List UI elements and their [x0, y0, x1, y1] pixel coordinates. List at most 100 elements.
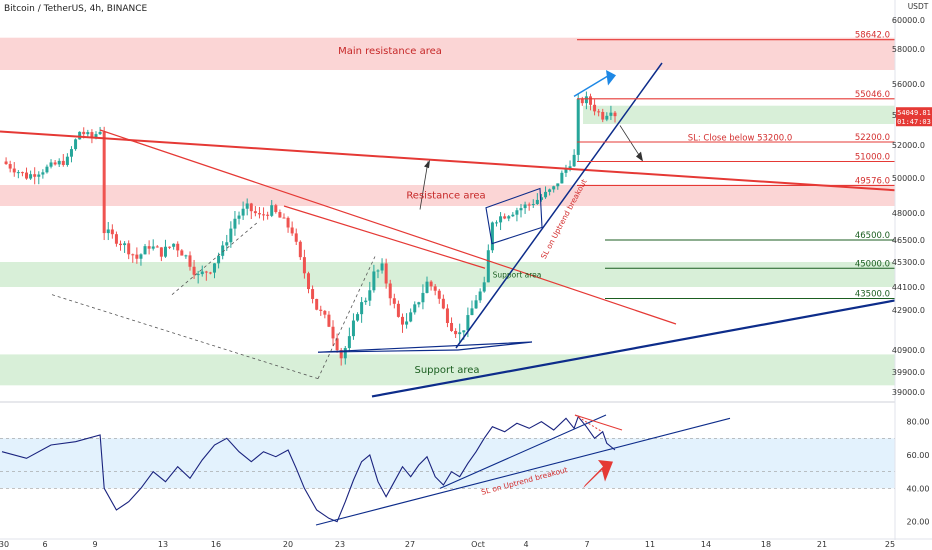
- candle-body: [237, 215, 241, 219]
- time-tick-label: 9: [92, 540, 97, 549]
- candle-body: [454, 330, 458, 335]
- rsi-trendline-1: [315, 417, 731, 526]
- candle-body: [335, 338, 339, 351]
- candle-body: [49, 162, 53, 167]
- up-arrow-line: [419, 161, 429, 210]
- candle-body: [450, 322, 454, 331]
- candle-body: [605, 115, 609, 120]
- long-uptrend-line: [371, 299, 896, 398]
- candle-body: [588, 96, 592, 105]
- candle-body: [278, 212, 282, 218]
- candle-body: [180, 250, 184, 256]
- candle-body: [437, 290, 441, 299]
- price-tick-label: 42900.0: [892, 306, 925, 315]
- candle-body: [192, 266, 196, 275]
- candle-body: [511, 214, 515, 217]
- rsi-trendline-2: [439, 414, 607, 489]
- candle-body: [147, 246, 151, 249]
- unit-label: USDT: [908, 2, 929, 11]
- stop-loss-label: SL: Close below 53200.0: [688, 134, 793, 144]
- candle-body: [376, 270, 380, 272]
- uptrend-line: [455, 62, 663, 349]
- time-tick-label: 25: [885, 540, 895, 549]
- support-area-label: Support area: [414, 365, 479, 376]
- candle-body: [597, 111, 601, 113]
- price-tick-label: 58000.0: [892, 45, 925, 54]
- time-tick-label: 6: [42, 540, 47, 549]
- projection-arrow: [573, 72, 613, 98]
- candle-body: [572, 154, 576, 167]
- dashed-line-2: [171, 221, 259, 295]
- candle-body: [90, 132, 94, 138]
- candle-body: [94, 134, 98, 138]
- candle-body: [262, 214, 266, 216]
- candle-body: [527, 204, 531, 206]
- candle-body: [25, 172, 29, 179]
- main-downtrend-line: [0, 130, 896, 192]
- candle-body: [307, 273, 310, 290]
- triangle-base: [317, 341, 533, 353]
- candle-body: [458, 332, 462, 335]
- up-arrow-head: [424, 159, 430, 169]
- candle-body: [400, 316, 404, 325]
- level-label: 55046.0: [855, 90, 890, 100]
- candle-body: [82, 131, 86, 135]
- candle-body: [16, 172, 20, 174]
- candle-body: [225, 242, 229, 246]
- candle-body: [172, 243, 176, 247]
- candle-body: [33, 174, 37, 177]
- price-axis-bg: [895, 0, 932, 550]
- candle-body: [499, 216, 503, 223]
- candle-body: [217, 255, 221, 264]
- rsi-band: [0, 438, 895, 489]
- candle-body: [323, 310, 327, 315]
- time-tick-label: Oct: [471, 540, 485, 549]
- candle-body: [360, 302, 364, 315]
- candle-body: [351, 320, 355, 337]
- candle-body: [445, 308, 449, 323]
- candle-body: [380, 263, 384, 271]
- candle-body: [176, 243, 180, 251]
- candle-body: [86, 132, 90, 135]
- level-label: 49576.0: [855, 176, 890, 186]
- candle-body: [392, 298, 396, 304]
- candle-body: [548, 189, 552, 192]
- candle-body: [560, 172, 564, 184]
- candle-body: [356, 314, 360, 321]
- candle-body: [339, 350, 343, 359]
- candle-body: [507, 216, 511, 219]
- candle-body: [229, 228, 233, 243]
- candle-body: [347, 336, 351, 349]
- candle-body: [69, 149, 73, 157]
- candle-body: [266, 214, 270, 216]
- rsi-red-line-2: [574, 414, 603, 433]
- resistance-label: Resistance area: [406, 191, 485, 202]
- projection-arrowhead: [606, 70, 616, 86]
- down-arrow-head: [636, 151, 643, 162]
- candle-body: [45, 166, 49, 173]
- time-tick-label: 16: [211, 540, 221, 549]
- rsi-tick-label: 20.00: [907, 518, 930, 527]
- candle-body: [413, 304, 417, 313]
- candle-body: [57, 160, 61, 165]
- candle-body: [556, 183, 560, 187]
- candle-body: [564, 168, 568, 173]
- candle-body: [544, 191, 548, 198]
- price-tick-label: 60000.0: [892, 16, 925, 25]
- candle-body: [601, 111, 605, 120]
- candle-body: [405, 321, 409, 325]
- candle-body: [515, 210, 519, 215]
- support-area-small-label: Support area: [493, 271, 542, 280]
- candle-body: [331, 326, 335, 339]
- candle-body: [37, 174, 41, 177]
- candle-body: [208, 272, 212, 274]
- last-price-tag: [896, 107, 932, 127]
- candle-body: [319, 309, 323, 311]
- candle-body: [163, 246, 167, 257]
- candle-body: [139, 254, 143, 259]
- candle-body: [298, 241, 302, 258]
- candle-body: [396, 303, 400, 317]
- price-tick-label: 46500.0: [892, 236, 925, 245]
- candle-body: [539, 197, 543, 200]
- level-label: 45000.0: [855, 259, 890, 269]
